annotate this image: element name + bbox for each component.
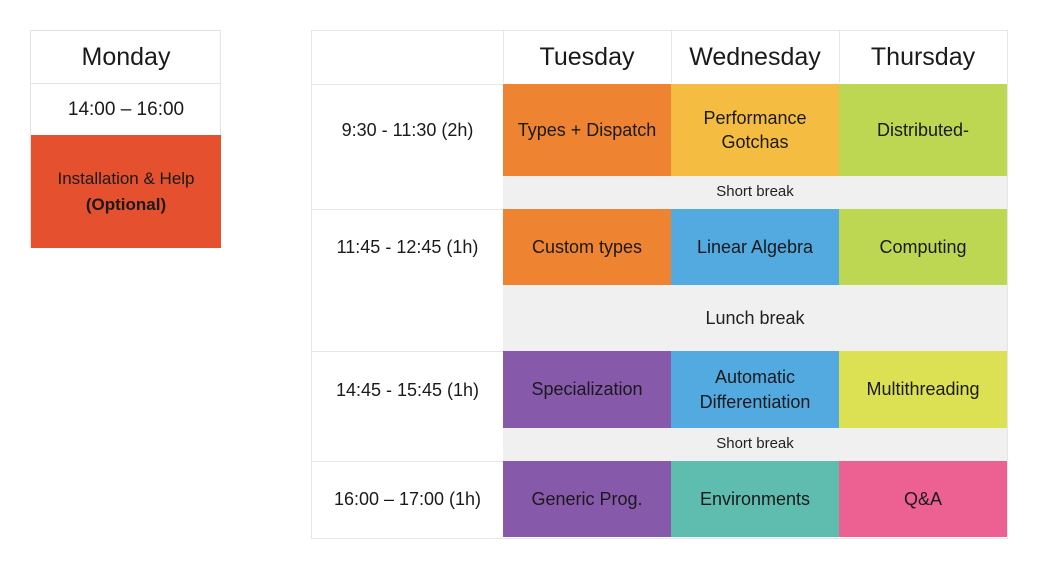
monday-session-optional: (Optional) <box>85 194 167 214</box>
time-slot-label: 16:00 – 17:00 (1h) <box>312 461 503 537</box>
time-slot-label: 9:30 - 11:30 (2h) <box>312 84 503 176</box>
time-slot-label: 14:45 - 15:45 (1h) <box>312 351 503 428</box>
header-divider <box>839 31 840 83</box>
header-divider <box>671 31 672 83</box>
monday-time-slot: 14:00 – 16:00 <box>67 98 185 120</box>
monday-day-header: Monday <box>31 31 221 84</box>
short-break-row: Short break <box>503 176 1007 209</box>
lunch-break-row: Lunch break <box>503 285 1007 351</box>
session-generic-prog: Generic Prog. <box>503 461 671 537</box>
monday-session-installation: Installation & Help (Optional) <box>31 135 221 248</box>
time-slot-label: 11:45 - 12:45 (1h) <box>312 209 503 285</box>
session-environments: Environments <box>671 461 839 537</box>
session-specialization: Specialization <box>503 351 671 428</box>
monday-session-title: Installation & Help <box>57 169 195 188</box>
session-distributed: Distributed- <box>839 84 1007 176</box>
session-computing: Computing <box>839 209 1007 285</box>
session-automatic-differentiation: Automatic Differentiation <box>671 351 839 428</box>
header-divider <box>503 31 504 83</box>
day-header-tuesday: Tuesday <box>539 42 635 71</box>
session-multithreading: Multithreading <box>839 351 1007 428</box>
session-linear-algebra: Linear Algebra <box>671 209 839 285</box>
schedule-grid: Tuesday Wednesday Thursday 9:30 - 11:30 (2h… <box>311 30 1008 539</box>
day-header-thursday: Thursday <box>870 42 976 71</box>
session-custom-types: Custom types <box>503 209 671 285</box>
monday-card: Monday 14:00 – 16:00 Installation & Help… <box>30 30 221 248</box>
day-header-wednesday: Wednesday <box>689 42 821 71</box>
short-break-row: Short break <box>503 428 1007 461</box>
session-types-dispatch: Types + Dispatch <box>503 84 671 176</box>
session-performance-gotchas: Performance Gotchas <box>671 84 839 176</box>
session-q-a: Q&A <box>839 461 1007 537</box>
